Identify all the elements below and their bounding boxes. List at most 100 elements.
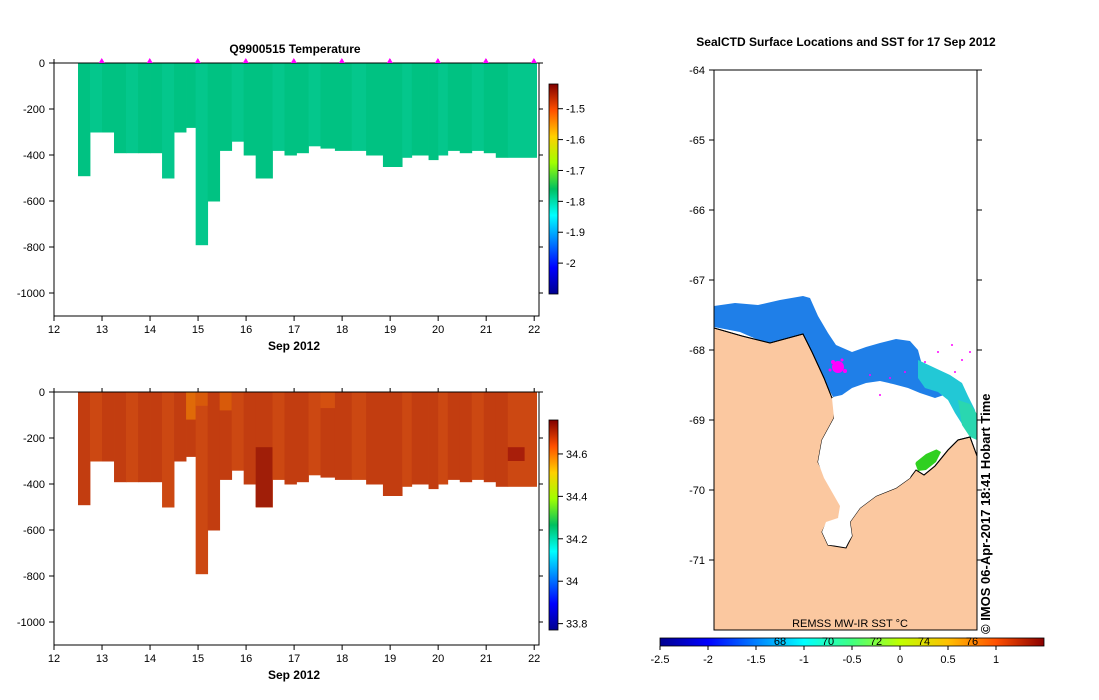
field-column (150, 392, 163, 483)
field-column (231, 392, 245, 471)
field-column (114, 63, 127, 154)
field-column (351, 392, 367, 480)
field-column (495, 63, 509, 158)
field-column (231, 63, 245, 142)
field-column (382, 392, 403, 496)
sst-colorbar-ghost-label: 76 (966, 636, 978, 648)
field-column (138, 63, 151, 154)
field-accent (186, 392, 196, 420)
x-tick-label: 14 (144, 324, 156, 336)
field-column (207, 63, 221, 202)
field-column (114, 392, 127, 483)
field-column (78, 392, 91, 506)
x-tick-label: 22 (528, 324, 540, 336)
x-tick-label: 17 (288, 653, 300, 665)
field-column (138, 392, 151, 483)
field-column (411, 392, 429, 485)
temperature-title: Q9900515 Temperature (229, 42, 361, 56)
ice-shelf (818, 388, 956, 546)
y-tick-label: -200 (23, 104, 45, 116)
temperature-field (78, 63, 537, 246)
lat-tick-label: -66 (689, 205, 705, 217)
lat-tick-label: -64 (689, 65, 705, 77)
lat-tick-label: -68 (689, 345, 705, 357)
field-column (126, 63, 139, 154)
salinity-plot-frame (53, 391, 540, 646)
salinity-colorbar: 34.6 34.4 34.2 34 33.8 (548, 419, 587, 631)
sst-colorbar-ghost-label: 68 (774, 636, 786, 648)
profile-marker (146, 58, 153, 63)
field-column (219, 392, 233, 480)
surface-location (831, 360, 835, 364)
surface-location-cluster (832, 361, 844, 373)
field-column (507, 63, 537, 158)
sst-colorbar-ghost-label: 74 (918, 636, 930, 648)
field-column (402, 63, 413, 158)
sst-colorbar-tick-label: 1 (993, 654, 999, 666)
colorbar-tick-label: 34 (566, 576, 578, 588)
field-column (428, 392, 439, 490)
field-column (471, 392, 485, 480)
x-tick-label: 16 (240, 324, 252, 336)
x-tick-label: 15 (192, 653, 204, 665)
sst-blue-band (714, 296, 950, 398)
field-column (162, 63, 175, 179)
field-accent (255, 447, 273, 507)
field-column (150, 63, 163, 154)
field-column (495, 392, 509, 487)
surface-location (961, 359, 963, 361)
colorbar-tick-label: 34.4 (566, 491, 587, 503)
y-tick-label: -800 (23, 242, 45, 254)
sst-colorbar-tick-label: -2.5 (651, 654, 670, 666)
field-column (90, 63, 103, 133)
profile-marker (434, 58, 441, 63)
x-tick-label: 18 (336, 653, 348, 665)
field-column (334, 392, 353, 480)
field-column (308, 392, 321, 476)
sst-colorbar-ghost-label: 72 (870, 636, 882, 648)
lat-tick-label: -70 (689, 485, 705, 497)
surface-location (840, 358, 844, 362)
colorbar-tick-label: -1.8 (566, 196, 585, 208)
field-column (272, 63, 285, 151)
coastline (714, 327, 977, 476)
field-column (459, 63, 473, 154)
profile-marker (242, 58, 249, 63)
x-tick-label: 22 (528, 653, 540, 665)
sst-colorbar-ghost-label: 70 (822, 636, 834, 648)
x-tick-label: 21 (480, 653, 492, 665)
y-tick-label: -1000 (17, 288, 45, 300)
map-title: SealCTD Surface Locations and SST for 17… (696, 35, 996, 49)
field-column (195, 392, 209, 575)
field-column (186, 392, 197, 457)
surface-location (969, 351, 971, 353)
surface-location (889, 377, 891, 379)
sst-colorbar-tick-label: -2 (703, 654, 713, 666)
field-column (174, 63, 187, 133)
sst-colorbar-label: REMSS MW-IR SST °C (792, 618, 908, 630)
field-column (320, 392, 336, 478)
field-column (90, 392, 103, 462)
surface-location (869, 374, 871, 376)
field-column (126, 392, 139, 483)
y-tick-label: -200 (23, 433, 45, 445)
lat-tick-label: -71 (689, 555, 705, 567)
field-column (447, 392, 461, 480)
surface-location (954, 371, 956, 373)
field-column (243, 392, 257, 485)
sst-colorbar-tick-label: -1.5 (747, 654, 766, 666)
temperature-colorbar-ramp (548, 83, 559, 295)
field-column (255, 63, 273, 179)
field-column (207, 392, 221, 531)
sst-colorbar-ramp (659, 637, 1045, 647)
salinity-xlabel: Sep 2012 (268, 668, 320, 682)
y-tick-label: -800 (23, 571, 45, 583)
imos-credit: © IMOS 06-Apr-2017 18:41 Hobart Time (978, 393, 993, 634)
field-accent (507, 447, 525, 461)
sst-colorbar-tick-label: -1 (799, 654, 809, 666)
profile-marker (194, 58, 201, 63)
colorbar-tick-label: 33.8 (566, 619, 587, 631)
field-column (174, 392, 187, 462)
profile-marker (338, 58, 345, 63)
lat-tick-label: -65 (689, 135, 705, 147)
